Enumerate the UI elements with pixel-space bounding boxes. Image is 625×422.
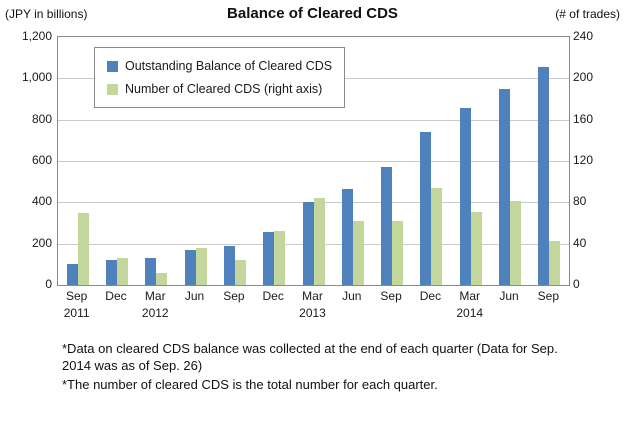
footnote-2: *The number of cleared CDS is the total … [62,377,438,393]
bar-balance [263,232,275,285]
left-axis-tick: 800 [31,111,52,126]
bar-balance [302,202,314,285]
x-tick-month: Mar [144,289,166,303]
right-axis-tick: 80 [573,194,587,209]
x-tick-month: Sep [380,289,402,303]
plot-area: Outstanding Balance of Cleared CDS Numbe… [57,36,570,286]
bar-trades [195,247,207,285]
bar-balance [184,249,196,285]
bar-balance [459,108,471,285]
left-axis-tick: 1,000 [21,70,52,85]
right-axis-tick: 160 [573,111,594,126]
x-tick-month: Mar [302,289,323,303]
right-axis-tick: 120 [573,153,594,167]
x-tick-month: Jun [342,289,362,303]
legend-label-balance: Outstanding Balance of Cleared CDS [125,59,333,73]
x-tick-month: Jun [184,289,205,303]
bar-trades [352,220,364,285]
x-tick-month: Dec [105,289,127,303]
bar-balance [145,258,157,285]
left-axis-tick: 600 [31,153,52,167]
footnote-1: *Data on cleared CDS balance was collect… [62,341,558,374]
bar-trades [313,198,325,285]
bar-trades [510,201,522,285]
bar-trades [431,187,443,285]
gridline [58,119,569,121]
legend-item-balance: Outstanding Balance of Cleared CDS [107,59,332,73]
bar-balance [499,88,511,285]
bar-trades [274,231,286,285]
bar-trades [392,220,404,285]
x-tick-month: Dec [262,289,284,303]
left-axis-ticks: 1,200 1,000 800 600 400 200 0 [0,29,52,291]
right-axis-tick: 0 [573,277,580,291]
bar-balance [223,245,235,285]
legend-swatch-trades [107,83,118,95]
footnotes: *Data on cleared CDS balance was collect… [62,340,587,395]
bar-balance [105,260,117,285]
bar-balance [381,167,393,285]
left-axis-unit-label: (JPY in billions) [5,7,88,21]
x-tick-month: Mar [459,289,481,303]
left-axis-tick: 400 [31,194,52,209]
bar-trades [234,260,246,285]
legend: Outstanding Balance of Cleared CDS Numbe… [94,47,346,108]
bar-balance [420,132,432,285]
x-tick-year: 2011 [63,306,90,320]
x-tick-month: Dec [419,289,442,303]
legend-label-trades: Number of Cleared CDS (right axis) [125,82,323,96]
x-tick-month: Jun [499,289,519,303]
x-tick-month: Sep [65,289,88,303]
x-tick-year: 2014 [456,306,484,320]
right-axis-tick: 200 [573,70,594,85]
bar-trades [116,258,128,285]
bar-balance [341,188,353,285]
left-axis-tick: 0 [45,277,52,291]
x-tick-month: Sep [537,289,560,303]
right-axis-tick: 40 [573,235,587,250]
bar-trades [470,211,482,285]
chart-title: Balance of Cleared CDS [227,5,398,22]
right-axis-unit-label: (# of trades) [555,7,620,21]
bar-trades [77,212,89,285]
gridline [58,161,569,162]
bar-trades [549,240,561,285]
bar-trades [156,272,168,285]
x-tick-year: 2013 [299,306,326,320]
x-tick-month: Sep [223,289,245,303]
left-axis-tick: 200 [31,235,52,250]
right-axis-tick: 240 [573,29,594,43]
bar-balance [538,66,550,285]
right-axis-ticks: 240 200 160 120 80 40 0 [573,29,623,291]
legend-swatch-balance [107,60,118,72]
legend-item-trades: Number of Cleared CDS (right axis) [107,82,332,96]
left-axis-tick: 1,200 [21,29,52,43]
x-tick-year: 2012 [141,306,169,320]
bar-balance [66,264,78,285]
